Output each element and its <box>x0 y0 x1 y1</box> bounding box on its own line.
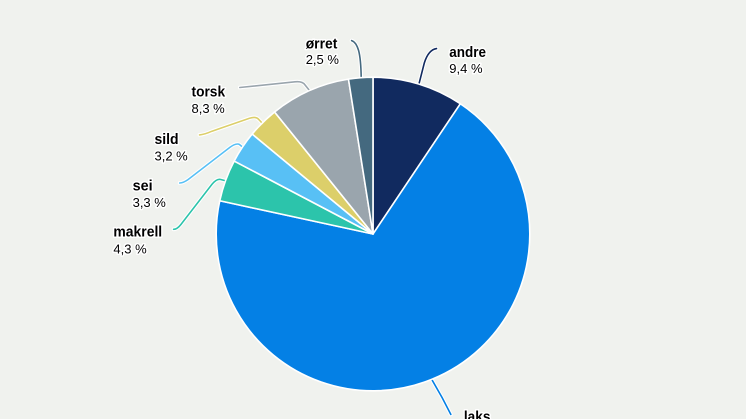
svg-text:laks: laks <box>464 409 491 419</box>
svg-text:torsk: torsk <box>192 83 226 100</box>
svg-text:sei: sei <box>133 177 153 194</box>
svg-text:3,3 %: 3,3 % <box>133 195 167 210</box>
svg-text:makrell: makrell <box>113 224 162 241</box>
svg-text:andre: andre <box>449 44 486 61</box>
svg-text:3,2 %: 3,2 % <box>155 148 189 163</box>
svg-text:2,5 %: 2,5 % <box>306 52 340 67</box>
svg-text:sild: sild <box>155 131 179 148</box>
svg-text:ørret: ørret <box>306 35 338 52</box>
svg-text:4,3 %: 4,3 % <box>113 241 147 256</box>
svg-text:9,4 %: 9,4 % <box>449 61 483 76</box>
svg-text:8,3 %: 8,3 % <box>192 101 226 116</box>
